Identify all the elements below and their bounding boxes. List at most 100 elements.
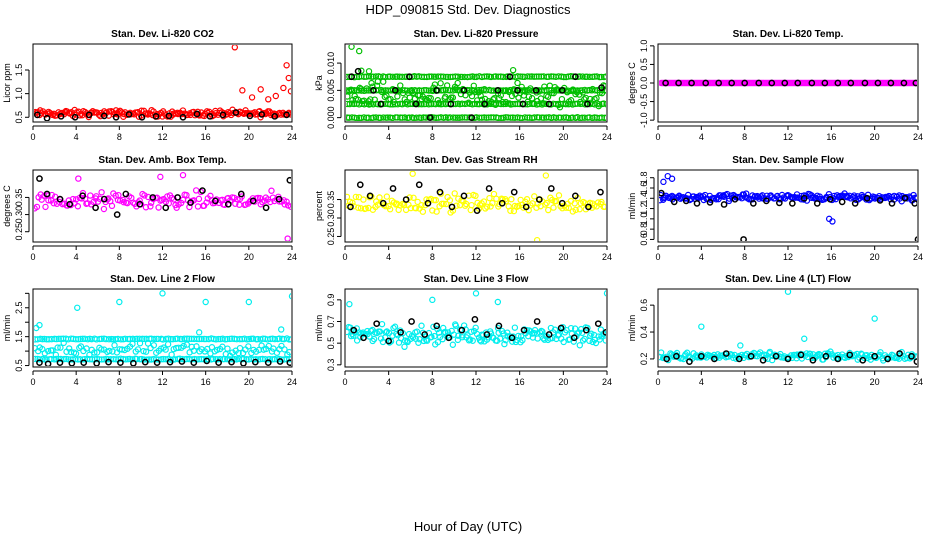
data-point — [710, 351, 718, 359]
data-point — [98, 335, 105, 343]
data-point — [519, 100, 527, 108]
y-tick-label: 0.5 — [639, 58, 649, 71]
data-point — [598, 84, 605, 91]
data-point — [183, 341, 191, 348]
data-point — [429, 296, 436, 304]
plot-frame — [344, 288, 608, 368]
data-point — [518, 83, 525, 91]
x-tick-label: 0 — [655, 252, 660, 262]
data-point — [555, 192, 563, 199]
data-points — [659, 290, 917, 365]
x-tick-label: 12 — [471, 252, 481, 262]
data-point — [565, 114, 572, 121]
data-point — [511, 324, 519, 331]
data-point — [348, 73, 355, 81]
data-point — [353, 337, 361, 344]
data-point — [401, 114, 409, 121]
data-point — [259, 355, 266, 363]
data-point — [76, 344, 83, 352]
data-point — [496, 335, 504, 342]
data-point — [409, 100, 416, 108]
data-point — [452, 322, 460, 329]
data-point — [483, 73, 491, 80]
y-tick-label: 0.010 — [326, 52, 336, 75]
data-point — [194, 203, 202, 210]
data-point — [427, 95, 434, 102]
data-point — [410, 194, 417, 201]
data-point — [472, 88, 479, 96]
y-tick-label: -1.0 — [639, 112, 649, 128]
data-point — [545, 331, 553, 338]
data-point — [448, 203, 456, 211]
data-point — [571, 192, 579, 200]
data-point — [877, 349, 884, 356]
data-point — [571, 73, 579, 81]
data-point — [136, 197, 143, 204]
data-point — [389, 73, 396, 80]
data-point — [452, 114, 459, 121]
y-tick-label: 0.0 — [639, 77, 649, 90]
x-tick-label: 4 — [74, 377, 79, 387]
data-point — [477, 92, 484, 99]
data-point — [36, 359, 43, 366]
data-point — [53, 355, 60, 363]
x-axis-label: Hour of Day (UTC) — [414, 519, 522, 534]
data-point — [781, 79, 789, 87]
x-tick-label: 4 — [699, 377, 704, 387]
data-point — [284, 235, 291, 241]
data-point — [508, 195, 515, 203]
data-point — [436, 188, 444, 196]
data-point — [460, 87, 468, 94]
data-point — [360, 114, 368, 121]
data-point — [506, 73, 514, 81]
data-point — [792, 194, 799, 201]
data-point — [116, 197, 124, 204]
data-point — [169, 335, 177, 343]
panel-3: Stan. Dev. Li-820 Temp. degrees C 0 4 8 12 16 2… — [627, 29, 923, 142]
data-point — [594, 320, 602, 328]
data-points — [346, 171, 606, 241]
data-point — [389, 185, 397, 192]
panel-title: Stan. Dev. Line 2 Flow — [110, 274, 215, 285]
data-point — [60, 339, 67, 347]
data-point — [509, 66, 517, 74]
data-point — [698, 323, 705, 330]
x-tick-label: 20 — [870, 252, 880, 262]
x-tick-label: 4 — [699, 132, 704, 142]
data-point — [542, 172, 550, 179]
data-point — [276, 358, 284, 365]
data-point — [498, 114, 505, 121]
data-point — [271, 112, 279, 120]
data-point — [543, 199, 550, 207]
data-point — [570, 338, 577, 345]
data-point — [686, 358, 693, 365]
data-point — [111, 342, 118, 349]
x-tick-label: 24 — [602, 377, 612, 387]
data-point — [536, 88, 543, 95]
y-tick-label: 0.8 — [639, 223, 649, 236]
data-point — [735, 355, 743, 363]
data-point — [851, 200, 859, 207]
data-point — [87, 192, 94, 199]
y-axis-label: Licor ppm — [2, 63, 12, 103]
y-axis-label: degrees C — [2, 185, 12, 227]
data-point — [471, 315, 479, 323]
data-point — [863, 194, 871, 202]
y-tick-label: 1.0 — [639, 40, 649, 53]
data-point — [846, 351, 854, 359]
data-point — [737, 342, 744, 349]
data-points — [659, 79, 917, 87]
data-point — [587, 95, 594, 103]
data-point — [287, 88, 291, 95]
data-point — [419, 208, 427, 215]
data-point — [365, 98, 372, 105]
data-points — [34, 290, 291, 366]
data-point — [151, 335, 158, 343]
y-tick-label: 0.3 — [326, 359, 336, 372]
data-point — [71, 113, 79, 121]
data-point — [79, 189, 87, 197]
data-point — [515, 332, 522, 340]
y-tick-label: 0.25 — [14, 223, 24, 241]
data-point — [197, 188, 205, 196]
data-point — [762, 197, 770, 205]
